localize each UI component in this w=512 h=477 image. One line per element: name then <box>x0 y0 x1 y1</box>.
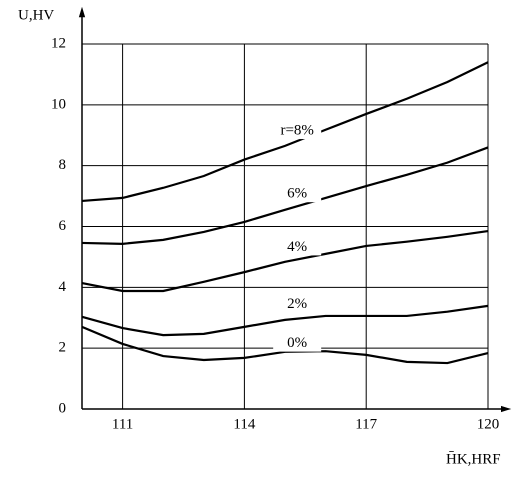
x-tick-label: 117 <box>355 416 377 432</box>
y-tick-label: 8 <box>59 157 67 173</box>
label-background <box>273 295 322 313</box>
label-background <box>273 185 322 203</box>
y-tick-label: 12 <box>51 35 66 51</box>
x-tick-label: 114 <box>233 416 255 432</box>
curve <box>81 229 489 293</box>
label-background <box>273 122 322 140</box>
y-tick-label: 6 <box>59 218 67 234</box>
y-tick-label: 4 <box>59 279 67 295</box>
series-label: 2% <box>287 296 307 312</box>
series-label: 4% <box>287 239 307 255</box>
x-tick-label: 111 <box>112 416 133 432</box>
curve <box>81 146 489 245</box>
series-label: 0% <box>287 335 307 351</box>
label-background <box>273 334 322 352</box>
series-label: r=8% <box>280 122 313 138</box>
series-label: 6% <box>287 186 307 202</box>
curve <box>81 325 489 365</box>
y-axis-label: U,HV <box>18 7 54 23</box>
curve <box>81 61 489 203</box>
y-tick-label: 2 <box>59 340 67 356</box>
x-axis-label: H̄K,HRF <box>446 451 501 467</box>
label-background <box>273 238 322 256</box>
y-tick-label: 10 <box>51 96 66 112</box>
x-tick-label: 120 <box>477 416 500 432</box>
y-tick-label: 0 <box>59 400 67 416</box>
curve <box>81 304 489 337</box>
